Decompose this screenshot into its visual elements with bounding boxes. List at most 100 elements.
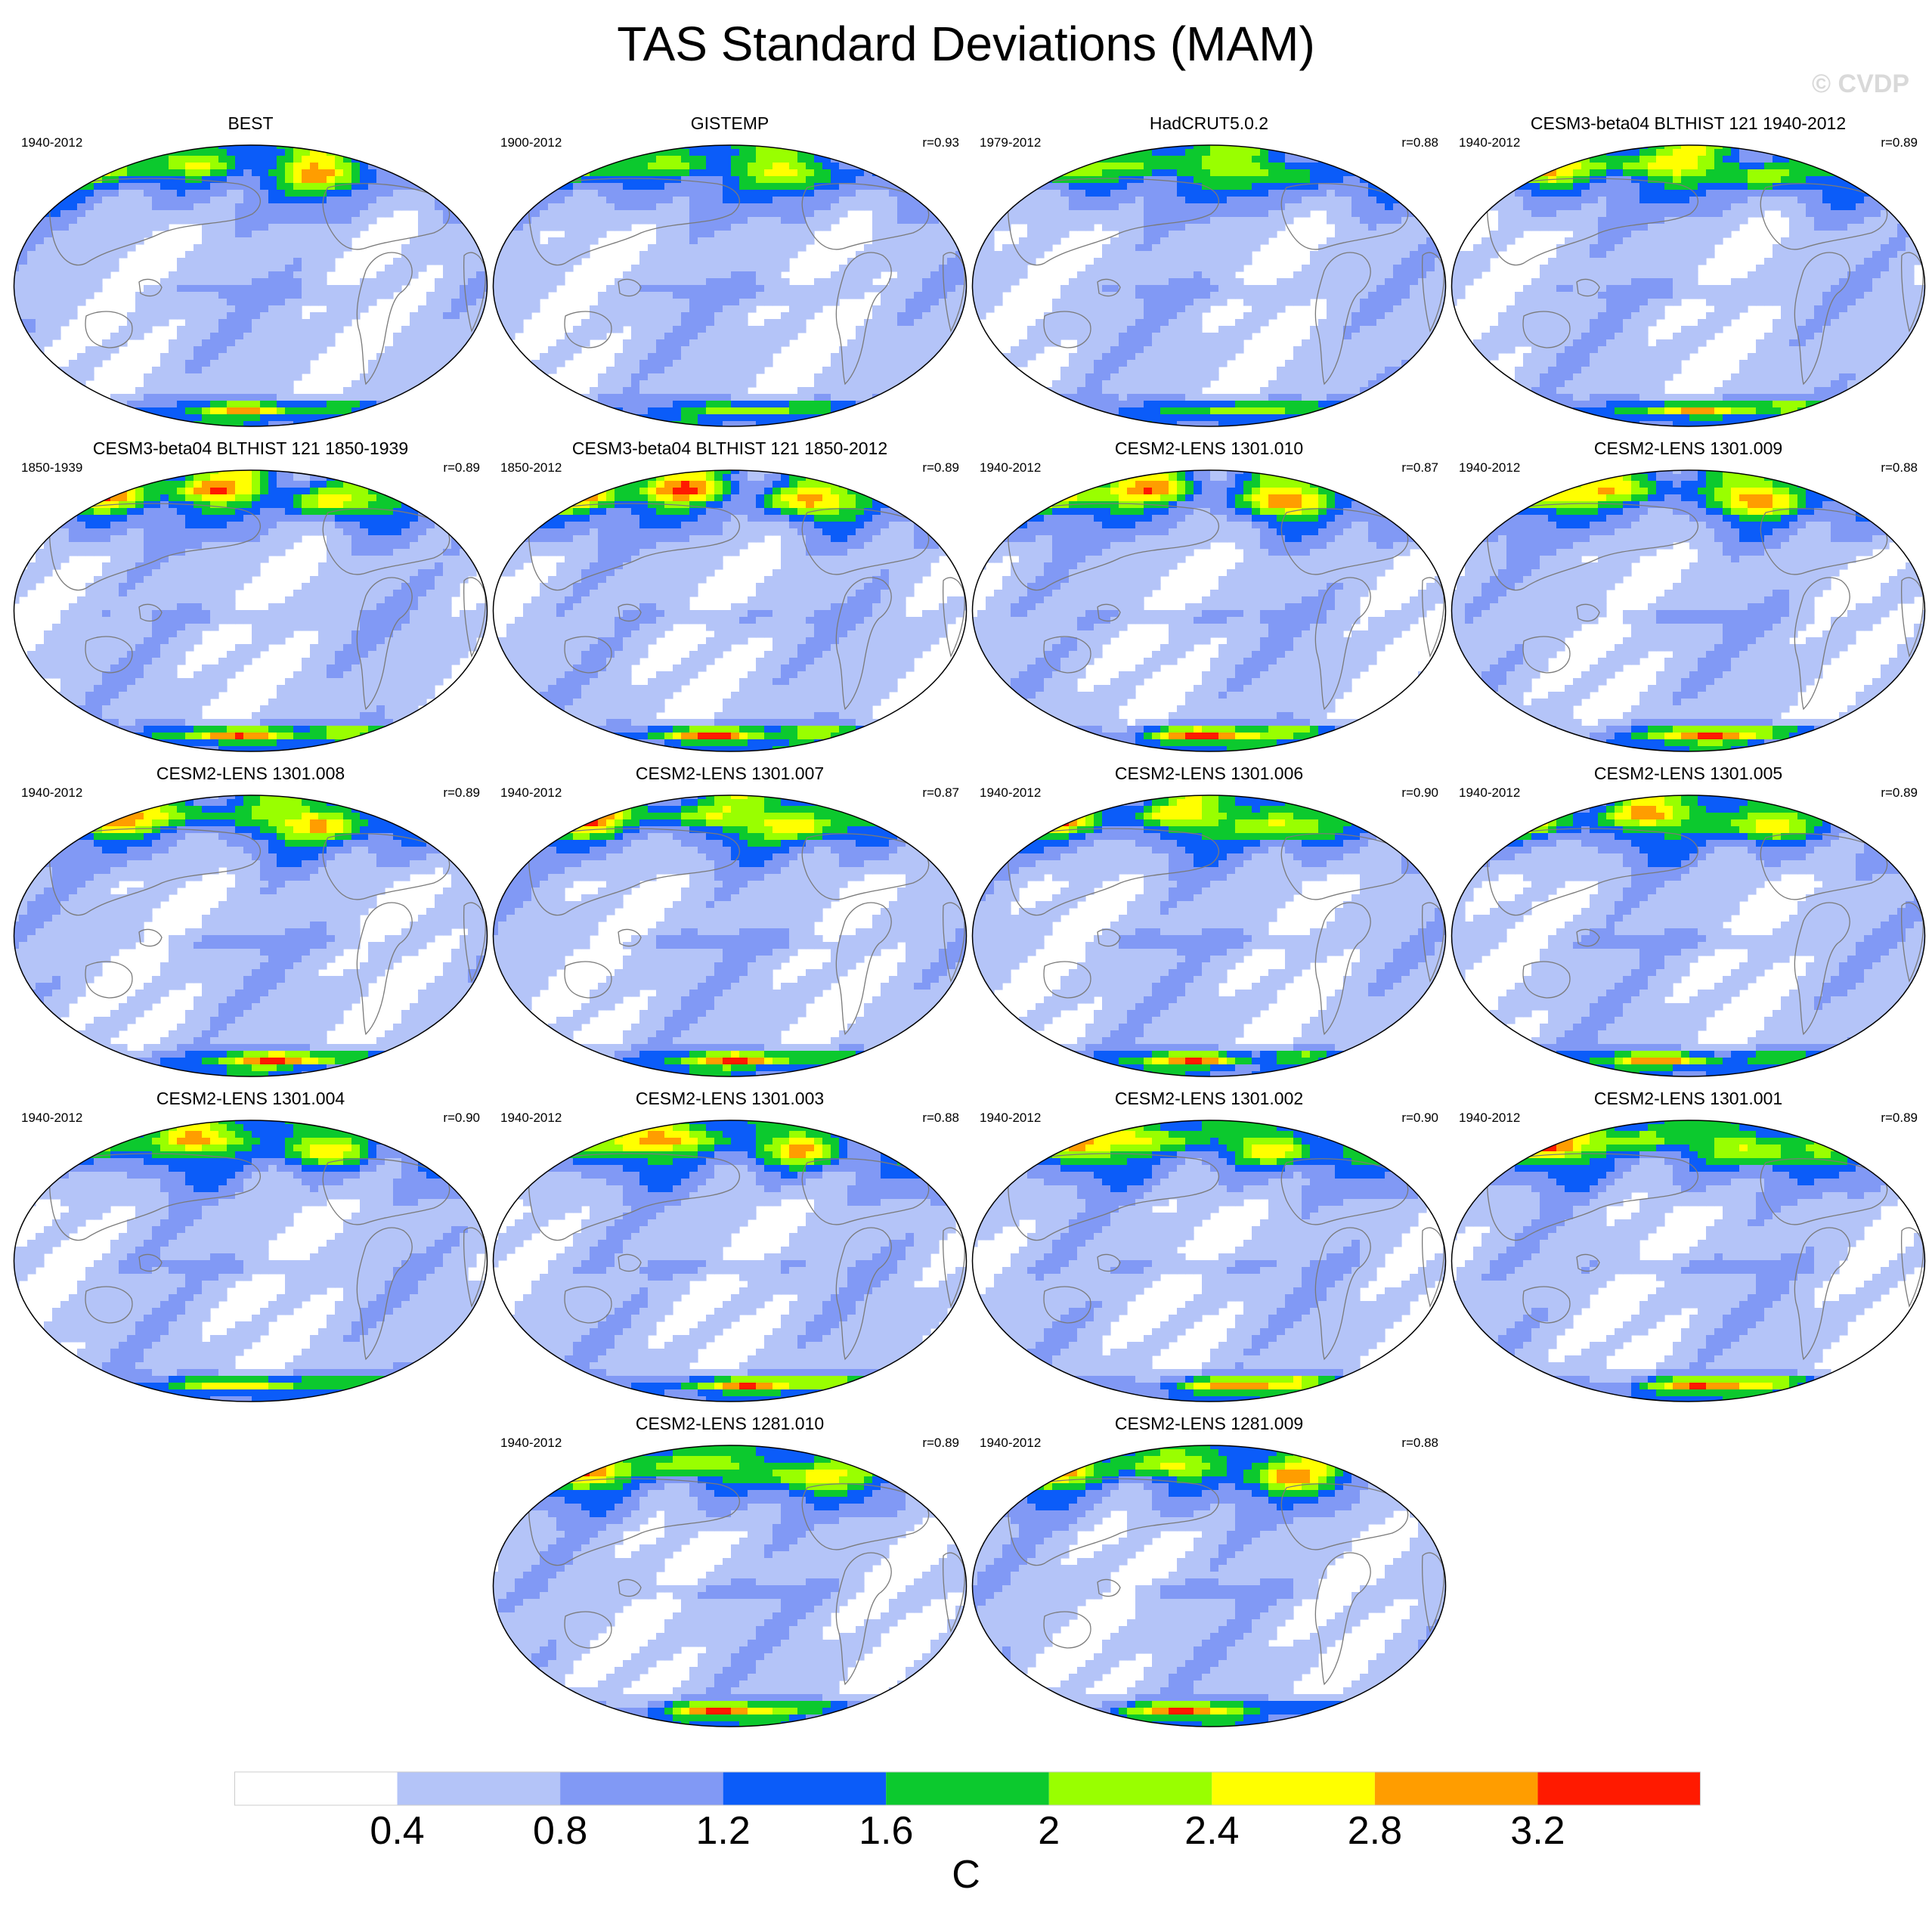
coastline-outline (1043, 1286, 1091, 1324)
panel-title: CESM2-LENS 1281.010 (490, 1412, 970, 1435)
map-panel: CESM2-LENS 1301.007 1940-2012 r=0.87 (490, 762, 970, 1080)
coastline-outline (1901, 1227, 1924, 1308)
map-panel: CESM2-LENS 1301.003 1940-2012 r=0.88 (490, 1087, 970, 1405)
map-border (1451, 1120, 1926, 1402)
coastline-outline (85, 961, 133, 999)
map-border (13, 469, 488, 752)
map-panel: CESM2-LENS 1301.002 1940-2012 r=0.90 (969, 1087, 1449, 1405)
colorbar-tick-label: 3.2 (1510, 1808, 1565, 1854)
map-border (492, 144, 968, 427)
panel-correlation: r=0.89 (443, 785, 480, 801)
coastline-outline (138, 603, 163, 622)
map-border (492, 1120, 968, 1402)
map-field (14, 795, 488, 1076)
coastline-outline (1043, 961, 1091, 999)
panel-correlation: r=0.88 (922, 1110, 959, 1126)
map-field (493, 145, 967, 426)
map-border (13, 1120, 488, 1402)
coastline-outline (835, 902, 892, 1036)
colorbar-segment (1374, 1772, 1538, 1805)
coastline-outline (1576, 603, 1600, 622)
coastline-outline (1487, 178, 1699, 266)
panel-title: BEST (11, 112, 491, 135)
map-field (493, 1120, 967, 1402)
coastline-outline (618, 603, 642, 622)
coastline-outline (322, 183, 450, 250)
coastline-outline (1794, 1227, 1850, 1361)
panel-correlation: r=0.89 (922, 460, 959, 476)
map-border (971, 469, 1447, 752)
panel-correlation: r=0.87 (922, 785, 959, 801)
coastline-outline (943, 1552, 965, 1633)
panel-correlation: r=0.88 (1401, 135, 1438, 151)
coastline-outline (943, 1227, 965, 1308)
colorbar-tick-label: 1.2 (696, 1808, 751, 1854)
coastline-outline (801, 1483, 930, 1550)
coastline-outline (463, 1227, 486, 1308)
coastline-outline (1008, 1153, 1220, 1241)
map-field (493, 795, 967, 1076)
coastline-outline (1901, 902, 1924, 983)
panel-title: CESM2-LENS 1301.009 (1448, 437, 1928, 460)
coastline-outline (1280, 183, 1409, 250)
coastline-outline (564, 1611, 612, 1649)
map-field (493, 470, 967, 751)
coastline-outline (1422, 1552, 1444, 1633)
coastline-outline (356, 577, 413, 711)
colorbar-segment (723, 1772, 887, 1805)
coastline-outline (1794, 252, 1850, 386)
coastline-outline (463, 902, 486, 983)
coastline-outline (49, 178, 262, 266)
coastline-outline (835, 252, 892, 386)
coastline-outline (1901, 252, 1924, 333)
coastline-outline (528, 1153, 741, 1241)
coastline-outline (564, 961, 612, 999)
coastline-outline (322, 508, 450, 575)
map-panel: CESM2-LENS 1301.008 1940-2012 r=0.89 (11, 762, 491, 1080)
coastline-outline (1314, 577, 1371, 711)
std-dev-map (971, 469, 1447, 752)
figure-title: TAS Standard Deviations (MAM) (0, 14, 1932, 74)
coastline-outline (528, 503, 741, 591)
colorbar-tick-label: 0.4 (370, 1808, 424, 1854)
map-border (1451, 144, 1926, 427)
map-field (1451, 795, 1925, 1076)
panel-years: 1940-2012 (21, 785, 82, 801)
std-dev-map (492, 795, 968, 1077)
coastline-outline (49, 828, 262, 916)
map-field (14, 470, 488, 751)
coastline-outline (801, 183, 930, 250)
colorbar-units: C (0, 1852, 1932, 1897)
coastline-outline (835, 1227, 892, 1361)
std-dev-map (13, 795, 488, 1077)
coastline-outline (943, 902, 965, 983)
map-panel: CESM3-beta04 BLTHIST 121 1850-2012 1850-2… (490, 437, 970, 754)
std-dev-map (492, 144, 968, 427)
coastline-outline (528, 178, 741, 266)
panel-correlation: r=0.89 (1881, 785, 1918, 801)
panel-correlation: r=0.88 (1401, 1435, 1438, 1451)
coastline-outline (1576, 928, 1600, 947)
coastline-outline (1314, 1227, 1371, 1361)
colorbar-tick-label: 1.6 (859, 1808, 913, 1854)
panel-title: HadCRUT5.0.2 (969, 112, 1449, 135)
map-border (13, 795, 488, 1077)
panel-correlation: r=0.89 (922, 1435, 959, 1451)
panel-years: 1940-2012 (21, 135, 82, 151)
coastline-outline (1097, 278, 1121, 297)
coastline-outline (85, 311, 133, 348)
panel-title: CESM2-LENS 1301.005 (1448, 762, 1928, 785)
map-field (972, 1120, 1446, 1402)
panel-years: 1940-2012 (500, 1435, 562, 1451)
map-border (13, 144, 488, 427)
map-border (971, 144, 1447, 427)
map-field (972, 470, 1446, 751)
panel-years: 1940-2012 (1459, 785, 1520, 801)
panel-correlation: r=0.89 (443, 460, 480, 476)
coastline-outline (943, 252, 965, 333)
map-panel: CESM2-LENS 1301.006 1940-2012 r=0.90 (969, 762, 1449, 1080)
panel-title: CESM3-beta04 BLTHIST 121 1850-1939 (11, 437, 491, 460)
coastline-outline (322, 833, 450, 900)
panel-years: 1900-2012 (500, 135, 562, 151)
colorbar (234, 1771, 1701, 1806)
